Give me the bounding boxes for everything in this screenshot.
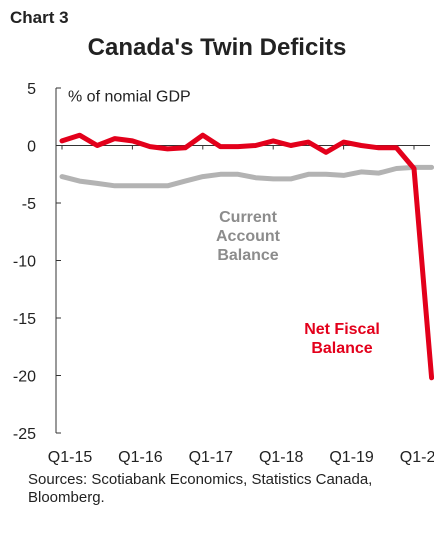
net-fiscal-annotation: Net Fiscal xyxy=(304,321,380,338)
x-tick-label: Q1-19 xyxy=(329,449,374,466)
x-tick-label: Q1-18 xyxy=(259,449,304,466)
sources-note: Sources: Scotiabank Economics, Statistic… xyxy=(28,471,373,506)
y-tick-label: -5 xyxy=(22,196,36,213)
chart-label: Chart 3 xyxy=(10,8,69,27)
net-fiscal-line xyxy=(59,132,434,381)
current-account-annotation: Current xyxy=(219,209,277,226)
current-account-line xyxy=(59,164,434,189)
x-tick-label: Q1-15 xyxy=(48,449,93,466)
y-tick-label: 0 xyxy=(27,139,36,156)
y-tick-label: -10 xyxy=(13,254,36,271)
unit-label: % of nomial GDP xyxy=(68,89,191,106)
series-layer xyxy=(59,132,434,381)
chart-title: Canada's Twin Deficits xyxy=(87,34,347,61)
x-axis: Q1-15 Q1-16 Q1-17 Q1-18 Q1-19 Q1-20 xyxy=(48,145,434,466)
current-account-annotation: Balance xyxy=(217,247,278,264)
y-tick-label: -25 xyxy=(13,426,36,443)
y-axis: 5 0 -5 -10 -15 -20 -25 xyxy=(13,81,61,443)
x-tick-label: Q1-16 xyxy=(118,449,163,466)
net-fiscal-annotation: Balance xyxy=(311,340,372,357)
series-annotations: Current Account Balance Net Fiscal Balance xyxy=(216,209,380,357)
y-tick-label: -20 xyxy=(13,369,36,386)
y-tick-label: 5 xyxy=(27,81,36,98)
current-account-annotation: Account xyxy=(216,228,281,245)
x-tick-label: Q1-17 xyxy=(189,449,234,466)
y-tick-label: -15 xyxy=(13,311,36,328)
x-tick-label: Q1-20 xyxy=(400,449,434,466)
